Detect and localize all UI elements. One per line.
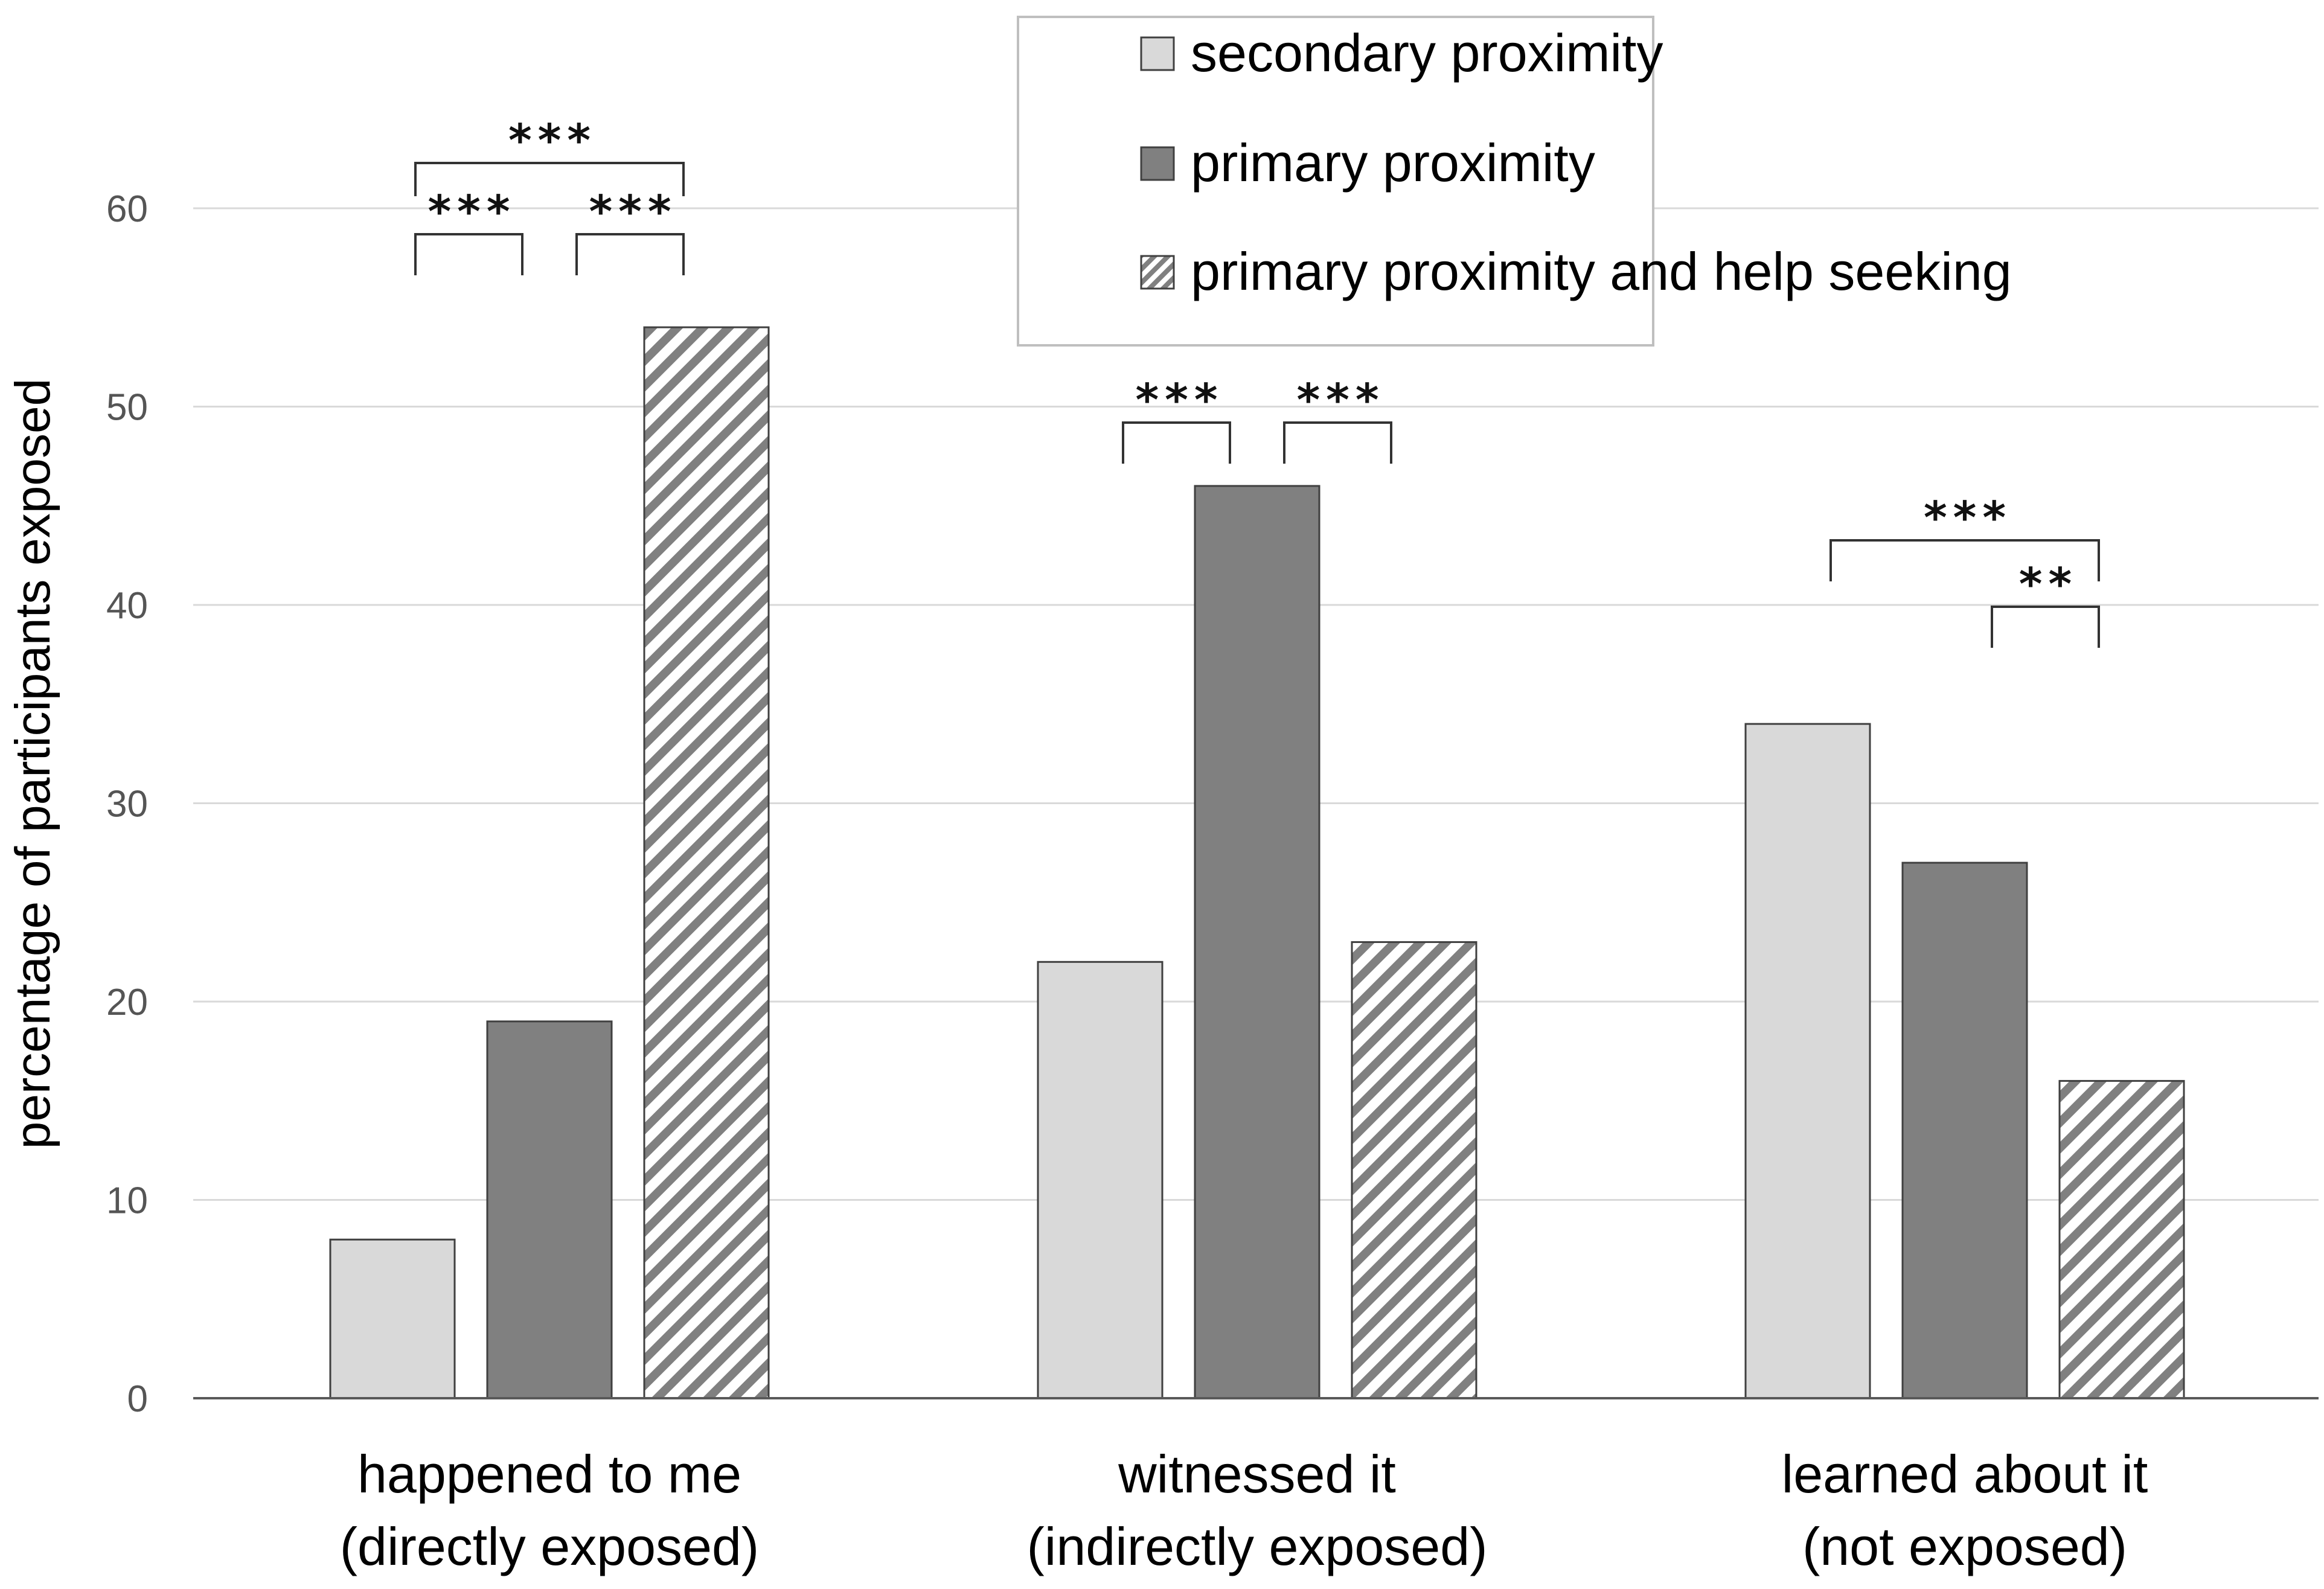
significance-bracket — [1829, 539, 2100, 581]
significance-brackets: *** ********* ******** — [414, 115, 2100, 648]
bar-primary-help-1 — [1351, 941, 1477, 1399]
category-sublabel: (directly exposed) — [340, 1517, 760, 1576]
y-tick-label: 20 — [106, 982, 148, 1023]
significance-label: *** — [1296, 374, 1384, 426]
category-sublabel: (not exposed) — [1802, 1517, 2127, 1576]
bar-primary-0 — [486, 1020, 613, 1399]
significance-bracket — [1122, 421, 1231, 464]
category-label: witnessed it — [1118, 1444, 1396, 1504]
category-labels: happened to me (directly exposed) witnesse… — [340, 1444, 2148, 1576]
significance-bracket — [1283, 421, 1392, 464]
legend: secondary proximity primary proximity prim… — [1017, 16, 2012, 347]
bars — [329, 326, 2185, 1399]
significance-label: ** — [2019, 558, 2078, 610]
y-axis-title: percentage of participants exposed — [5, 379, 60, 1149]
significance-bracket — [414, 162, 685, 196]
legend-label: secondary proximity — [1191, 23, 1663, 83]
y-tick-label: 30 — [106, 784, 148, 825]
significance-label: *** — [427, 186, 516, 238]
significance-bracket — [1991, 606, 2100, 648]
legend-swatch — [1140, 36, 1175, 71]
legend-swatch — [1140, 255, 1175, 290]
y-tick-label: 40 — [106, 585, 148, 627]
bar-secondary-2 — [1744, 723, 1871, 1399]
bar-primary-help-0 — [643, 326, 770, 1399]
bar-secondary-0 — [329, 1238, 456, 1399]
y-tick-label: 50 — [106, 387, 148, 429]
legend-swatch — [1140, 146, 1175, 181]
significance-label: *** — [1135, 374, 1223, 426]
category-label: happened to me — [357, 1444, 741, 1504]
significance-label: *** — [508, 115, 597, 167]
bar-primary-help-2 — [2058, 1079, 2185, 1399]
significance-label: *** — [589, 186, 677, 238]
legend-label: primary proximity — [1191, 133, 1595, 193]
category-sublabel: (indirectly exposed) — [1027, 1517, 1488, 1576]
significance-bracket — [575, 233, 685, 275]
significance-label: *** — [1924, 492, 2012, 544]
y-tick-label: 0 — [127, 1378, 148, 1420]
legend-label: primary proximity and help seeking — [1191, 241, 2012, 301]
bar-secondary-1 — [1037, 961, 1164, 1399]
legend-box — [1017, 16, 1654, 347]
bar-primary-1 — [1194, 485, 1320, 1399]
significance-bracket — [414, 233, 523, 275]
y-axis-ticks: 0 10 20 30 40 50 60 — [106, 188, 148, 1420]
category-label: learned about it — [1782, 1444, 2148, 1504]
y-tick-label: 10 — [106, 1180, 148, 1222]
y-tick-label: 60 — [106, 188, 148, 230]
bar-primary-2 — [1901, 862, 2028, 1399]
